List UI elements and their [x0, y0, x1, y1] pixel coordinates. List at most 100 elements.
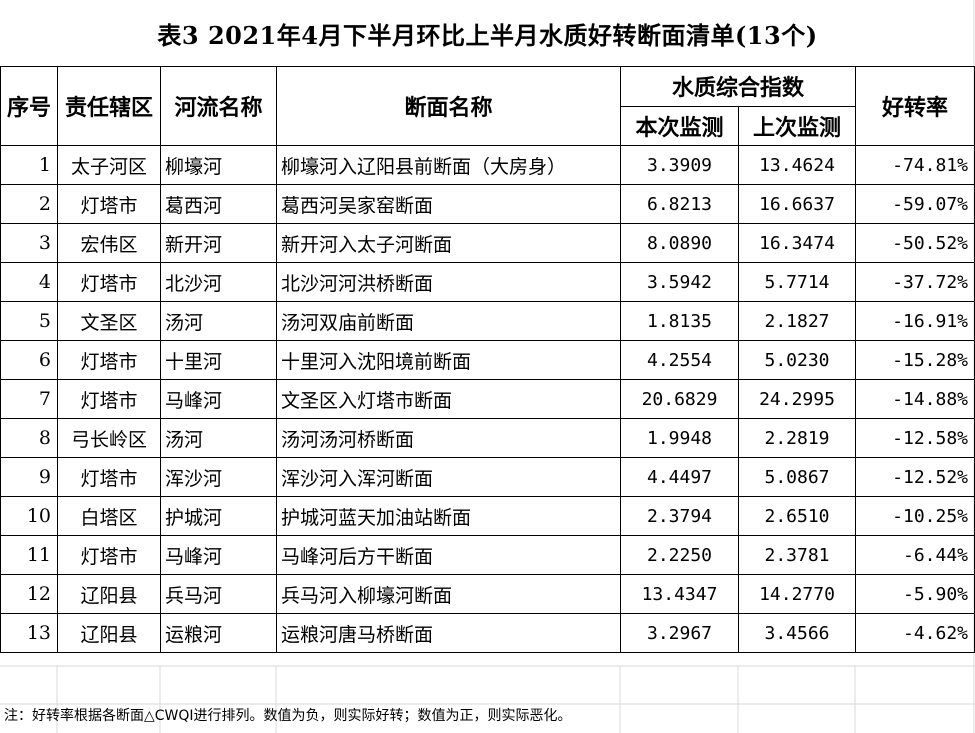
- cell-river: 汤河: [160, 301, 277, 341]
- cell-previous: 16.3474: [737, 223, 857, 263]
- cell-rate: -10.25%: [855, 496, 975, 536]
- cell-previous: 14.2770: [737, 574, 857, 614]
- table-title: 表3 2021年4月下半月环比上半月水质好转断面清单(13个): [157, 20, 818, 50]
- cell-seq: 10: [0, 496, 58, 536]
- table-row: 8 弓长岭区 汤河 汤河汤河桥断面 1.9948 2.2819 -12.58%: [0, 418, 975, 458]
- cell-river: 运粮河: [160, 613, 277, 653]
- header-district: 责任辖区: [57, 66, 161, 146]
- cell-previous: 2.6510: [737, 496, 857, 536]
- cell-rate: -12.58%: [855, 418, 975, 458]
- footnote: 注：好转率根据各断面△CWQI进行排列。数值为负，则实际好转；数值为正，则实际恶…: [4, 708, 572, 724]
- cell-rate: -5.90%: [855, 574, 975, 614]
- table-row: 12 辽阳县 兵马河 兵马河入柳壕河断面 13.4347 14.2770 -5.90%: [0, 574, 975, 614]
- cell-river: 柳壕河: [160, 145, 277, 185]
- cell-district: 辽阳县: [57, 574, 161, 614]
- header-rate: 好转率: [855, 66, 975, 146]
- table-row: 1 太子河区 柳壕河 柳壕河入辽阳县前断面（大房身） 3.3909 13.4624 -74.…: [0, 145, 975, 185]
- cell-seq: 11: [0, 535, 58, 575]
- cell-rate: -37.72%: [855, 262, 975, 302]
- cell-district: 太子河区: [57, 145, 161, 185]
- cell-current: 1.9948: [620, 418, 739, 458]
- cell-previous: 24.2995: [737, 379, 857, 419]
- cell-section: 葛西河吴家窑断面: [276, 184, 621, 224]
- cell-rate: -4.62%: [855, 613, 975, 653]
- cell-section: 汤河汤河桥断面: [276, 418, 621, 458]
- table-row: 11 灯塔市 马峰河 马峰河后方干断面 2.2250 2.3781 -6.44%: [0, 535, 975, 575]
- cell-seq: 12: [0, 574, 58, 614]
- cell-previous: 5.7714: [737, 262, 857, 302]
- cell-district: 白塔区: [57, 496, 161, 536]
- table-row: 9 灯塔市 浑沙河 浑沙河入浑河断面 4.4497 5.0867 -12.52%: [0, 457, 975, 497]
- cell-section: 汤河双庙前断面: [276, 301, 621, 341]
- table-row: 4 灯塔市 北沙河 北沙河河洪桥断面 3.5942 5.7714 -37.72%: [0, 262, 975, 302]
- cell-river: 护城河: [160, 496, 277, 536]
- water-quality-table: 序号 责任辖区 河流名称 断面名称 水质综合指数 好转率 本次监测 上次监测 1…: [0, 66, 975, 653]
- header-section: 断面名称: [276, 66, 621, 146]
- cell-rate: -16.91%: [855, 301, 975, 341]
- cell-current: 13.4347: [620, 574, 739, 614]
- table-row: 5 文圣区 汤河 汤河双庙前断面 1.8135 2.1827 -16.91%: [0, 301, 975, 341]
- cell-section: 十里河入沈阳境前断面: [276, 340, 621, 380]
- table-row: 13 辽阳县 运粮河 运粮河唐马桥断面 3.2967 3.4566 -4.62%: [0, 613, 975, 653]
- cell-district: 灯塔市: [57, 457, 161, 497]
- cell-river: 马峰河: [160, 379, 277, 419]
- cell-previous: 2.1827: [737, 301, 857, 341]
- cell-current: 2.2250: [620, 535, 739, 575]
- cell-rate: -74.81%: [855, 145, 975, 185]
- cell-rate: -50.52%: [855, 223, 975, 263]
- cell-seq: 7: [0, 379, 58, 419]
- cell-current: 20.6829: [620, 379, 739, 419]
- cell-district: 文圣区: [57, 301, 161, 341]
- cell-section: 柳壕河入辽阳县前断面（大房身）: [276, 145, 621, 185]
- header-previous: 上次监测: [737, 105, 857, 146]
- table-row: 10 白塔区 护城河 护城河蓝天加油站断面 2.3794 2.6510 -10.25%: [0, 496, 975, 536]
- cell-previous: 3.4566: [737, 613, 857, 653]
- cell-current: 3.5942: [620, 262, 739, 302]
- cell-section: 运粮河唐马桥断面: [276, 613, 621, 653]
- cell-river: 新开河: [160, 223, 277, 263]
- cell-current: 3.2967: [620, 613, 739, 653]
- cell-seq: 6: [0, 340, 58, 380]
- cell-rate: -14.88%: [855, 379, 975, 419]
- cell-section: 浑沙河入浑河断面: [276, 457, 621, 497]
- cell-previous: 2.3781: [737, 535, 857, 575]
- cell-river: 浑沙河: [160, 457, 277, 497]
- cell-section: 新开河入太子河断面: [276, 223, 621, 263]
- cell-district: 灯塔市: [57, 262, 161, 302]
- cell-seq: 5: [0, 301, 58, 341]
- cell-river: 马峰河: [160, 535, 277, 575]
- cell-river: 兵马河: [160, 574, 277, 614]
- cell-rate: -12.52%: [855, 457, 975, 497]
- cell-section: 护城河蓝天加油站断面: [276, 496, 621, 536]
- cell-seq: 3: [0, 223, 58, 263]
- header-current: 本次监测: [620, 105, 739, 146]
- cell-section: 马峰河后方干断面: [276, 535, 621, 575]
- cell-river: 十里河: [160, 340, 277, 380]
- cell-current: 2.3794: [620, 496, 739, 536]
- cell-seq: 2: [0, 184, 58, 224]
- cell-previous: 5.0867: [737, 457, 857, 497]
- table-row: 6 灯塔市 十里河 十里河入沈阳境前断面 4.2554 5.0230 -15.28%: [0, 340, 975, 380]
- cell-seq: 1: [0, 145, 58, 185]
- table-row: 3 宏伟区 新开河 新开河入太子河断面 8.0890 16.3474 -50.52%: [0, 223, 975, 263]
- table-row: 2 灯塔市 葛西河 葛西河吴家窑断面 6.8213 16.6637 -59.07%: [0, 184, 975, 224]
- cell-rate: -15.28%: [855, 340, 975, 380]
- header-index-group: 水质综合指数: [619, 66, 857, 107]
- cell-seq: 9: [0, 457, 58, 497]
- cell-district: 宏伟区: [57, 223, 161, 263]
- cell-current: 6.8213: [620, 184, 739, 224]
- cell-current: 4.4497: [620, 457, 739, 497]
- cell-district: 灯塔市: [57, 379, 161, 419]
- cell-seq: 13: [0, 613, 58, 653]
- cell-river: 汤河: [160, 418, 277, 458]
- cell-current: 4.2554: [620, 340, 739, 380]
- cell-section: 北沙河河洪桥断面: [276, 262, 621, 302]
- cell-river: 北沙河: [160, 262, 277, 302]
- cell-current: 8.0890: [620, 223, 739, 263]
- cell-section: 文圣区入灯塔市断面: [276, 379, 621, 419]
- cell-district: 弓长岭区: [57, 418, 161, 458]
- cell-rate: -59.07%: [855, 184, 975, 224]
- cell-previous: 2.2819: [737, 418, 857, 458]
- cell-previous: 16.6637: [737, 184, 857, 224]
- cell-seq: 4: [0, 262, 58, 302]
